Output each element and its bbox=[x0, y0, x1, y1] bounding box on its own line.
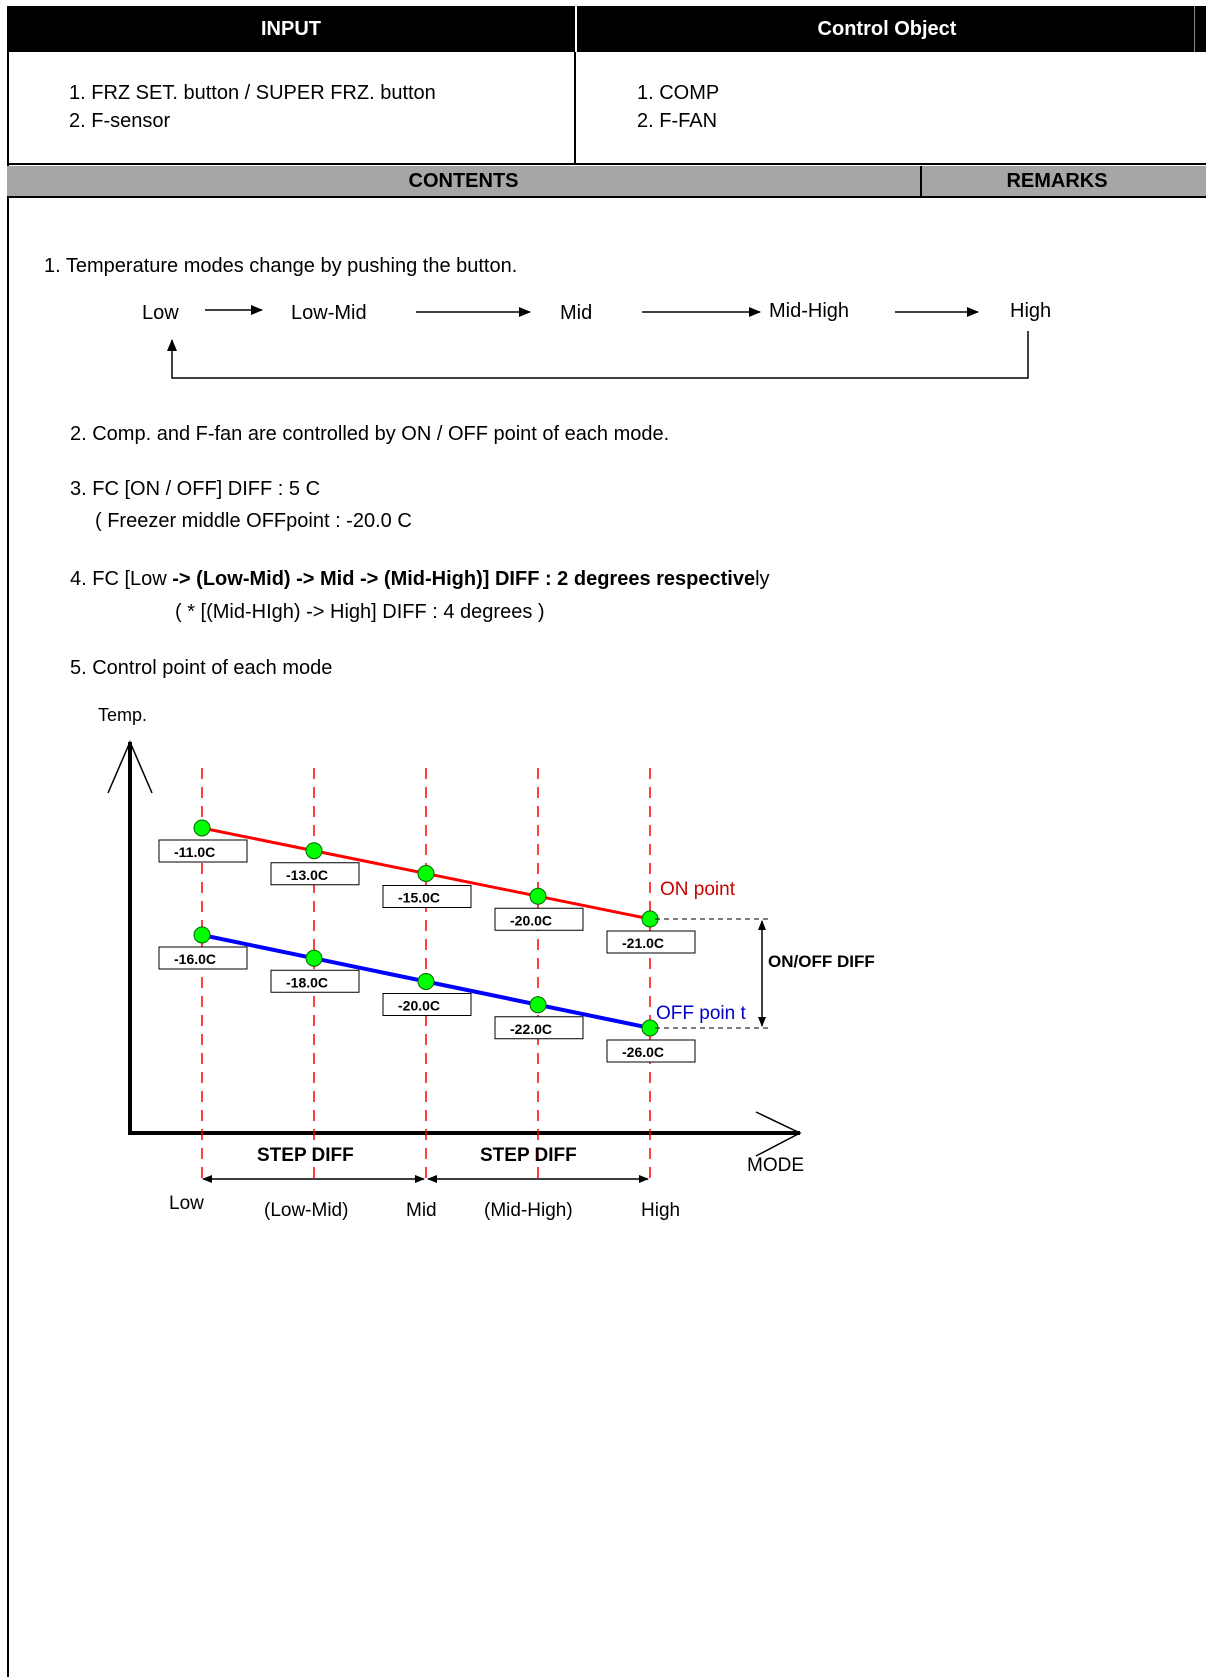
control-object-list: 1. COMP 2. F-FAN bbox=[637, 79, 719, 135]
value-label: -16.0C bbox=[174, 951, 216, 967]
value-label: -20.0C bbox=[510, 912, 552, 928]
off-point-marker bbox=[193, 926, 211, 944]
mode-mid-high: Mid-High bbox=[769, 300, 850, 322]
off-point-label: OFF poin t bbox=[656, 1003, 746, 1024]
series-group: -11.0C -13.0C -15.0C -20.0C -21.0C -16.0C -18.… bbox=[158, 819, 696, 1063]
item-4-prefix: 4. FC [Low bbox=[70, 568, 173, 590]
off-point-marker bbox=[529, 996, 547, 1014]
value-label: -22.0C bbox=[510, 1021, 552, 1037]
mode-flow-arrows bbox=[167, 305, 1029, 379]
diff-label: ON/OFF DIFF bbox=[768, 952, 875, 971]
item-4-bold: -> (Low-Mid) -> Mid -> (Mid-High)] DIFF … bbox=[172, 568, 756, 590]
item-5: 5. Control point of each mode bbox=[70, 657, 333, 679]
mode-gridlines bbox=[201, 768, 651, 1180]
item-1: 1. Temperature modes change by pushing t… bbox=[44, 255, 518, 277]
value-label: -13.0C bbox=[286, 867, 328, 883]
x-tick-label: Mid bbox=[406, 1200, 437, 1221]
item-4-note: ( * [(Mid-HIgh) -> High] DIFF : 4 degree… bbox=[175, 601, 545, 623]
control-object-item: 2. F-FAN bbox=[637, 110, 718, 132]
x-tick-label: High bbox=[641, 1200, 680, 1221]
input-list: 1. FRZ SET. button / SUPER FRZ. button 2… bbox=[69, 79, 436, 135]
input-item: 2. F-sensor bbox=[69, 110, 171, 132]
y-axis-label: Temp. bbox=[98, 705, 147, 725]
chart-axes bbox=[107, 740, 802, 1157]
input-divider bbox=[574, 52, 576, 165]
input-item: 1. FRZ SET. button / SUPER FRZ. button bbox=[69, 82, 436, 104]
value-label-box bbox=[382, 993, 472, 1016]
item-4: 4. FC [Low -> (Low-Mid) -> Mid -> (Mid-H… bbox=[70, 568, 770, 591]
control-object-header: Control Object bbox=[817, 18, 957, 40]
remarks-header: REMARKS bbox=[1006, 170, 1108, 192]
item-4-suffix: ly bbox=[755, 568, 770, 590]
on-point-marker bbox=[193, 819, 211, 837]
value-label-box bbox=[270, 862, 360, 886]
mode-high: High bbox=[1010, 300, 1052, 322]
value-label: -11.0C bbox=[174, 844, 215, 860]
value-label: -18.0C bbox=[286, 974, 328, 990]
value-label-box bbox=[494, 907, 584, 931]
input-header: INPUT bbox=[261, 18, 321, 40]
value-label-box bbox=[158, 839, 248, 863]
item-2: 2. Comp. and F-fan are controlled by ON … bbox=[70, 423, 670, 445]
page-frame bbox=[7, 6, 1206, 1677]
off-point-marker bbox=[417, 973, 435, 990]
mode-low: Low bbox=[142, 302, 179, 324]
on-point-marker bbox=[305, 842, 323, 860]
off-point-marker bbox=[305, 949, 323, 967]
item-3: 3. FC [ON / OFF] DIFF : 5 C bbox=[70, 478, 321, 500]
value-label-box bbox=[158, 946, 248, 970]
x-tick-label: Low bbox=[169, 1193, 204, 1214]
value-label: -26.0C bbox=[622, 1044, 664, 1060]
on-off-diff-indicator bbox=[655, 918, 770, 1029]
mode-mid: Mid bbox=[560, 302, 593, 324]
contents-header: CONTENTS bbox=[408, 170, 519, 192]
on-point-marker bbox=[417, 865, 435, 882]
value-label: -20.0C bbox=[398, 998, 440, 1014]
on-point-marker bbox=[529, 887, 547, 905]
section-bar: CONTENTS REMARKS bbox=[7, 166, 1206, 198]
header-divider bbox=[575, 6, 577, 52]
x-tick-label: (Mid-High) bbox=[484, 1200, 573, 1221]
loop-back-arrow bbox=[167, 331, 1029, 379]
x-tick-label: (Low-Mid) bbox=[264, 1200, 348, 1221]
value-label-box bbox=[382, 885, 472, 908]
value-label-box bbox=[606, 930, 696, 954]
value-label-box bbox=[270, 969, 360, 993]
y-axis-arrowhead bbox=[107, 740, 153, 794]
mode-low-mid: Low-Mid bbox=[291, 302, 367, 324]
header-edge bbox=[1194, 6, 1195, 52]
control-object-item: 1. COMP bbox=[637, 82, 720, 104]
step-diff-label: STEP DIFF bbox=[480, 1145, 577, 1166]
step-diff-label: STEP DIFF bbox=[257, 1145, 354, 1166]
x-axis-arrowhead bbox=[755, 1111, 802, 1157]
on-point-label: ON point bbox=[660, 879, 736, 900]
value-label: -15.0C bbox=[398, 890, 440, 906]
x-tick-labels: Low (Low-Mid) Mid (Mid-High) High bbox=[169, 1193, 680, 1221]
value-label-box bbox=[494, 1016, 584, 1040]
item-3-note: ( Freezer middle OFFpoint : -20.0 C bbox=[95, 510, 412, 532]
x-axis-label: MODE bbox=[747, 1155, 804, 1176]
header-bar: INPUT Control Object bbox=[7, 6, 1206, 52]
section-divider bbox=[920, 166, 922, 196]
value-label: -21.0C bbox=[622, 935, 664, 951]
input-row: 1. FRZ SET. button / SUPER FRZ. button 2… bbox=[7, 52, 1206, 165]
value-label-box bbox=[606, 1039, 696, 1063]
